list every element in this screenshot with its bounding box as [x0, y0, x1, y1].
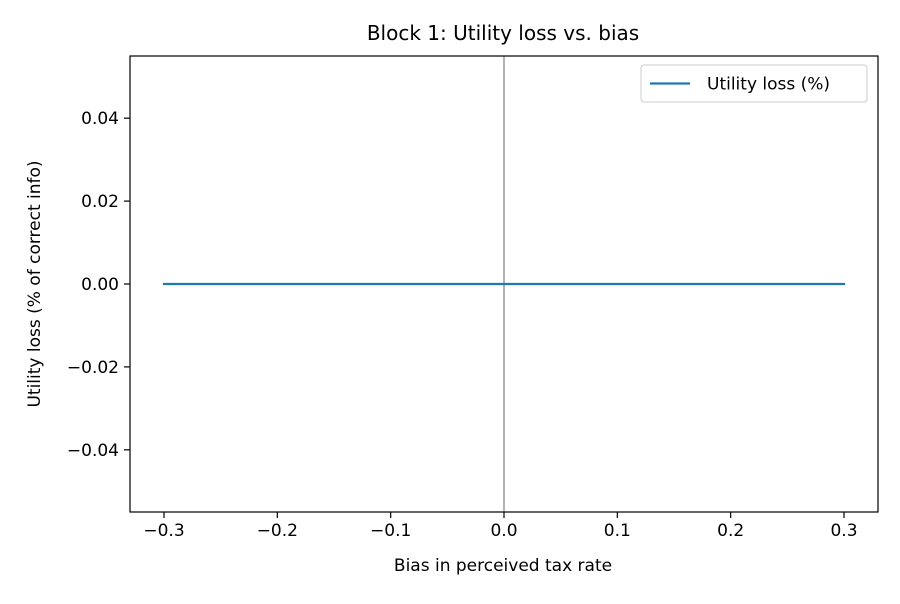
y-tick-label: 0.02	[81, 192, 119, 212]
y-tick-label: −0.04	[67, 441, 119, 461]
x-tick-label: 0.2	[717, 521, 744, 541]
chart-title: Block 1: Utility loss vs. bias	[367, 21, 639, 45]
y-axis-label: Utility loss (% of correct info)	[25, 160, 45, 407]
x-tick-label: −0.1	[370, 521, 411, 541]
x-axis-ticks: −0.3 −0.2 −0.1 0.0 0.1 0.2 0.3	[143, 512, 858, 541]
x-tick-label: 0.0	[490, 521, 517, 541]
x-tick-label: 0.1	[604, 521, 631, 541]
y-tick-label: −0.02	[67, 358, 119, 378]
y-tick-label: 0.00	[81, 275, 119, 295]
x-tick-label: −0.2	[257, 521, 298, 541]
plot-area	[129, 55, 879, 513]
x-tick-label: 0.3	[830, 521, 857, 541]
legend: Utility loss (%)	[640, 64, 868, 103]
y-axis-ticks: 0.04 0.02 0.00 −0.02 −0.04	[67, 109, 130, 461]
x-tick-label: −0.3	[143, 521, 184, 541]
x-axis-label: Bias in perceived tax rate	[394, 556, 612, 576]
legend-box	[640, 64, 868, 103]
legend-label: Utility loss (%)	[707, 75, 830, 95]
y-tick-label: 0.04	[81, 109, 119, 129]
